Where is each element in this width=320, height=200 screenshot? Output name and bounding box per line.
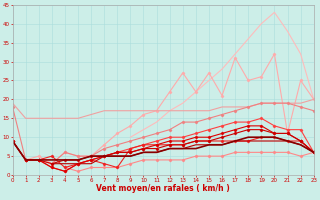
X-axis label: Vent moyen/en rafales ( km/h ): Vent moyen/en rafales ( km/h ) <box>96 184 230 193</box>
